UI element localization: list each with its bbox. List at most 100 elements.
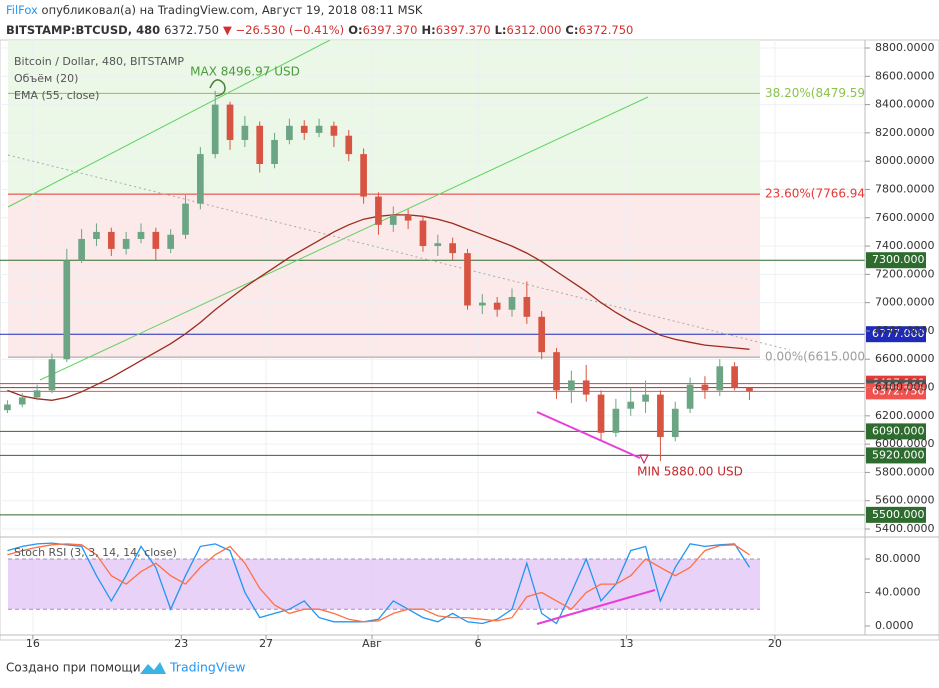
y-tick-label: 5400.0000	[875, 522, 935, 535]
min-mark	[639, 454, 649, 465]
candle-body	[4, 404, 11, 411]
ohlc-o: O:	[348, 23, 362, 37]
candle-body	[464, 253, 471, 306]
ohlc-value: 6397.370	[436, 23, 491, 37]
x-tick-label: 13	[619, 637, 633, 650]
candle-body	[657, 394, 664, 438]
stoch-band	[8, 559, 760, 610]
price-label-box	[866, 447, 926, 464]
min-annotation: MIN 5880.00 USD	[637, 465, 743, 479]
trend-line	[7, 154, 791, 351]
footer-brand[interactable]: TradingView	[169, 660, 246, 675]
candle-body	[686, 384, 694, 409]
y-tick-label: 80.0000	[875, 552, 921, 565]
fib-label: 23.60%(7766.94	[765, 187, 865, 201]
published: опубликовал(а) на TradingView.com, Авгус…	[42, 3, 423, 17]
fib-zone	[8, 40, 760, 195]
divergence-line	[536, 589, 656, 625]
candle-body	[93, 231, 100, 239]
candle-body	[152, 231, 160, 249]
candle-body	[582, 380, 590, 395]
symbol-line: BITSTAMP:BTCUSD, 480 6372.750 ▼ −26.530 …	[6, 23, 633, 37]
candle-body	[345, 135, 353, 155]
y-tick-label: 8400.0000	[875, 98, 935, 111]
channel-line	[7, 40, 331, 208]
candle-body	[197, 154, 204, 204]
ohlc-value: 6397.370	[363, 23, 418, 37]
price-label: 5920.000	[872, 448, 925, 461]
candle-body	[671, 408, 679, 438]
candle-body	[271, 139, 278, 165]
candle-body	[746, 387, 753, 392]
candle-body	[568, 380, 575, 391]
y-tick-label: 6800.0000	[875, 324, 935, 337]
y-tick-label: 8800.0000	[875, 41, 935, 54]
price-label-box	[866, 423, 926, 440]
candle-body	[597, 394, 605, 433]
max-mark	[209, 79, 226, 97]
candle-body	[78, 238, 85, 261]
y-tick-label: 7000.0000	[875, 296, 935, 309]
candle-body	[538, 316, 546, 353]
candle-body	[107, 231, 115, 249]
last-price: 6372.750	[164, 23, 219, 37]
fib-zone	[8, 194, 760, 358]
ohlc-value: 6312.000	[507, 23, 562, 37]
y-tick-label: 6000.0000	[875, 437, 935, 450]
legend-volume: Объём (20)	[14, 72, 78, 85]
candle-body	[63, 260, 71, 360]
candle-body	[716, 366, 724, 391]
candle-body	[389, 214, 397, 225]
x-tick-label: 27	[259, 637, 273, 650]
ohlc-c: C:	[565, 23, 578, 37]
ohlc-value: 6372.750	[578, 23, 633, 37]
candle-body	[375, 196, 382, 225]
candle-body	[286, 125, 293, 140]
candle-body	[137, 231, 145, 239]
candle-body	[508, 296, 516, 310]
brand-logo[interactable]	[140, 662, 166, 674]
y-tick-label: 7400.0000	[875, 239, 935, 252]
candle-body	[330, 125, 338, 136]
candle-body	[449, 243, 456, 254]
y-tick-label: 6200.0000	[875, 409, 935, 422]
candle-body	[315, 125, 323, 133]
author[interactable]: FilFox	[6, 3, 38, 17]
candle-body	[226, 104, 234, 140]
legend-ema: EMA (55, close)	[14, 89, 99, 102]
price-label: 6090.000	[872, 424, 925, 437]
candle-body	[167, 234, 175, 249]
candle-body	[404, 214, 412, 221]
candle-body	[612, 408, 620, 433]
candle-body	[419, 220, 427, 247]
candle-body	[701, 384, 709, 391]
candle-body	[182, 203, 189, 235]
max-annotation: MAX 8496.97 USD	[190, 65, 300, 79]
stoch-title: Stoch RSI (3, 3, 14, 14, close)	[14, 546, 177, 559]
y-tick-label: 8600.0000	[875, 69, 935, 82]
y-tick-label: 8200.0000	[875, 126, 935, 139]
price-label-box	[866, 252, 926, 269]
stoch-line	[7, 543, 750, 623]
y-tick-label: 7200.0000	[875, 267, 935, 280]
divergence-line	[536, 411, 641, 459]
header-line: FilFox опубликовал(а) на TradingView.com…	[6, 3, 423, 17]
candle-body	[731, 366, 738, 388]
y-tick-label: 7600.0000	[875, 211, 935, 224]
ohlc-h: H:	[421, 23, 435, 37]
candle-body	[122, 238, 130, 249]
x-tick-label: 6	[475, 637, 482, 650]
candle-body	[627, 401, 635, 409]
candle-body	[48, 359, 56, 391]
candle-body	[523, 296, 531, 317]
x-tick-label: 16	[26, 637, 40, 650]
legend-title: Bitcoin / Dollar, 480, BITSTAMP	[14, 55, 184, 68]
candle-body	[18, 397, 26, 405]
candle-body	[33, 390, 41, 398]
price-label-box	[866, 383, 926, 400]
candle-body	[478, 302, 486, 306]
y-tick-label: 6400.0000	[875, 381, 935, 394]
change: ▼ −26.530 (−0.41%)	[223, 23, 344, 37]
x-tick-label: 23	[174, 637, 188, 650]
